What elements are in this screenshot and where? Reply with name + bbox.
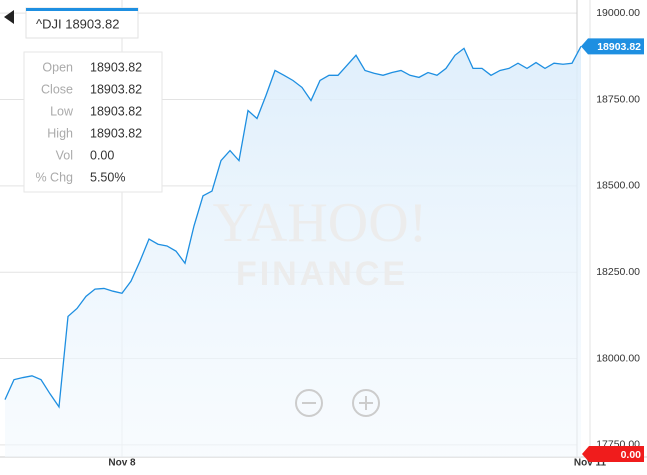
back-arrow[interactable] — [4, 10, 14, 24]
symbol-label: ^DJI 18903.82 — [36, 16, 119, 31]
y-tick-label: 18000.00 — [596, 352, 640, 364]
x-tick-label: Nov 11 — [574, 458, 607, 469]
x-tick-label: Nov 8 — [108, 458, 136, 469]
tooltip-label: High — [47, 126, 73, 140]
y-tick-label: 18250.00 — [596, 266, 640, 278]
y-tick-label: 19000.00 — [596, 7, 640, 19]
volume-tag — [582, 446, 644, 462]
tooltip-value: 18903.82 — [90, 60, 142, 74]
tooltip-value: 0.00 — [90, 148, 114, 162]
area-fill — [5, 46, 581, 458]
y-tick-label: 18750.00 — [596, 93, 640, 105]
watermark: FINANCE — [236, 255, 408, 293]
tooltip-value: 18903.82 — [90, 126, 142, 140]
price-tag — [581, 38, 644, 55]
tooltip-label: Open — [42, 60, 73, 74]
tooltip-value: 18903.82 — [90, 82, 142, 96]
symbol-accent — [26, 8, 138, 11]
price-line — [4, 46, 582, 409]
tooltip-label: Vol — [56, 148, 73, 162]
tooltip-box — [23, 51, 163, 193]
y-tick-label: 18500.00 — [596, 180, 640, 192]
tooltip-label: Close — [41, 82, 73, 96]
volume-tag-label: 0.00 — [621, 449, 642, 461]
tooltip-label: Low — [50, 104, 74, 118]
watermark: YAHOO! — [213, 192, 428, 254]
price-tag-label: 18903.82 — [597, 41, 641, 53]
zoom-in[interactable] — [352, 389, 380, 417]
tooltip-label: % Chg — [35, 170, 73, 184]
zoom-out[interactable] — [295, 389, 323, 417]
tooltip-value: 18903.82 — [90, 104, 142, 118]
tooltip-value: 5.50% — [90, 170, 125, 184]
